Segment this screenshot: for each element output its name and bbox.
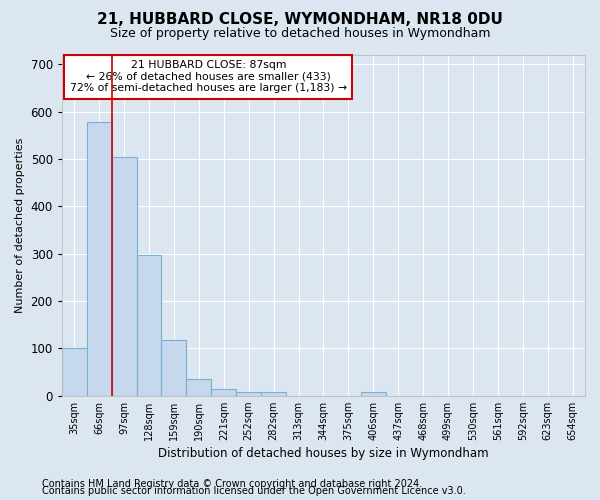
Bar [211,388,236,396]
Y-axis label: Number of detached properties: Number of detached properties [15,138,25,313]
X-axis label: Distribution of detached houses by size in Wymondham: Distribution of detached houses by size … [158,447,489,460]
Text: Contains HM Land Registry data © Crown copyright and database right 2024.: Contains HM Land Registry data © Crown c… [42,479,422,489]
Bar [161,340,187,396]
Bar [361,392,386,396]
Bar [62,348,87,396]
Text: 21, HUBBARD CLOSE, WYMONDHAM, NR18 0DU: 21, HUBBARD CLOSE, WYMONDHAM, NR18 0DU [97,12,503,28]
Bar [187,379,211,396]
Text: 21 HUBBARD CLOSE: 87sqm
← 26% of detached houses are smaller (433)
72% of semi-d: 21 HUBBARD CLOSE: 87sqm ← 26% of detache… [70,60,347,94]
Bar [236,392,261,396]
Bar [87,122,112,396]
Bar [112,156,137,396]
Bar [261,392,286,396]
Text: Contains public sector information licensed under the Open Government Licence v3: Contains public sector information licen… [42,486,466,496]
Text: Size of property relative to detached houses in Wymondham: Size of property relative to detached ho… [110,28,490,40]
Bar [137,254,161,396]
